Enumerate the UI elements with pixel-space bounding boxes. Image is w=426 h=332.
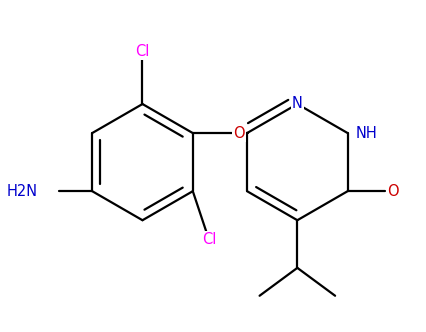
Text: O: O: [386, 184, 398, 199]
Text: N: N: [291, 96, 302, 111]
Text: O: O: [233, 125, 245, 140]
Text: Cl: Cl: [201, 232, 216, 247]
Text: H2N: H2N: [7, 184, 38, 199]
Text: Cl: Cl: [135, 44, 150, 59]
Text: NH: NH: [354, 125, 376, 140]
